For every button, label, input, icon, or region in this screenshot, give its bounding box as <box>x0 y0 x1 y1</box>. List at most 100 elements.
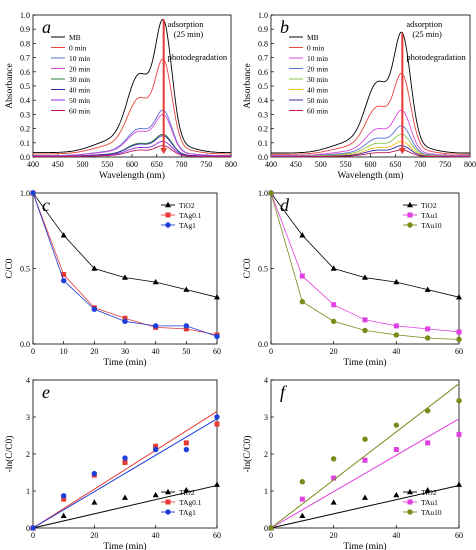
x-tick-label: 20 <box>90 347 98 356</box>
data-point <box>425 440 431 446</box>
legend-marker <box>165 212 171 218</box>
data-point <box>393 323 399 329</box>
data-point <box>214 293 220 300</box>
y-tick-label: 0.4 <box>258 96 268 105</box>
legend-marker <box>165 488 171 495</box>
legend-label: TAu1 <box>421 498 438 507</box>
data-point <box>299 232 306 238</box>
data-point <box>91 470 98 477</box>
x-tick-label: 0 <box>269 347 273 356</box>
y-tick-label: 0 <box>26 524 30 533</box>
y-tick-label: 0.0 <box>20 340 30 349</box>
fit-line <box>270 383 460 529</box>
x-tick-label: 0 <box>269 531 273 540</box>
data-point <box>122 315 128 321</box>
data-point <box>60 277 67 284</box>
data-point <box>122 494 128 500</box>
x-tick-label: 40 <box>392 531 400 540</box>
data-point <box>152 278 159 285</box>
data-point <box>268 525 274 531</box>
data-point <box>214 333 220 340</box>
data-point <box>331 302 337 308</box>
y-tick-label: 3 <box>26 413 30 422</box>
data-point <box>424 335 431 341</box>
fit-line <box>270 418 460 529</box>
y-tick-label: 1.0 <box>258 189 268 198</box>
data-point <box>424 487 431 493</box>
y-tick-label: 0.9 <box>258 25 268 34</box>
x-axis-label: Time (min) <box>103 357 146 368</box>
legend-label: 60 min <box>69 107 90 116</box>
data-point <box>91 265 98 271</box>
y-tick-label: 1.0 <box>258 11 268 20</box>
y-tick-label: 3 <box>264 413 268 422</box>
y-axis-label: Absorbance <box>243 63 253 108</box>
data-point <box>456 293 462 300</box>
data-point <box>183 440 189 446</box>
data-point <box>214 481 220 487</box>
x-tick-label: 60 <box>455 347 463 356</box>
panel-letter: a <box>42 17 51 37</box>
y-tick-label: 0.8 <box>20 39 30 48</box>
data-point <box>122 460 128 466</box>
legend-label: 40 min <box>69 86 90 95</box>
legend-label: TAu1 <box>421 211 438 220</box>
legend-label: TAu10 <box>421 221 442 230</box>
legend-label: 10 min <box>69 54 90 63</box>
data-point <box>122 455 128 461</box>
panel-a: 400 450 500 550 600 650 700 750 800 0.0 0.1 0.2 0.3 0… <box>5 11 237 181</box>
x-tick-label: 60 <box>213 531 221 540</box>
x-axis-label: Time (min) <box>343 357 386 368</box>
data-point <box>30 525 36 531</box>
x-axis-label: Time (min) <box>343 541 386 550</box>
legend-label: MB <box>69 33 81 42</box>
x-tick-label: 40 <box>392 347 400 356</box>
y-tick-label: 0.7 <box>258 54 268 63</box>
y-tick-label: 0.9 <box>20 25 30 34</box>
spectrum-curve <box>271 109 470 156</box>
annotation-photodegradation: photodegradation <box>406 52 466 62</box>
legend-label: 40 min <box>307 86 328 95</box>
y-axis-label: C/C0 <box>5 258 15 278</box>
data-point <box>424 286 431 292</box>
legend-label: TiO2 <box>179 488 195 497</box>
x-tick-label: 50 <box>182 347 190 356</box>
x-axis-label: Wavelength (nm) <box>338 170 404 181</box>
data-point <box>91 306 98 312</box>
y-tick-label: 0.3 <box>20 110 30 119</box>
x-tick-label: 750 <box>200 160 212 169</box>
y-tick-label: 0 <box>264 524 268 533</box>
data-point <box>183 326 189 332</box>
panel-b: 400 450 500 550 600 650 700 750 800 0.0 0.1 0.2 0.3 0… <box>243 11 476 181</box>
y-tick-label: 0.0 <box>20 153 30 162</box>
legend-label: TAg1 <box>179 508 196 517</box>
y-tick-label: 1.0 <box>20 11 30 20</box>
annotation-time: (25 min) <box>174 29 204 39</box>
panel-letter: d <box>280 195 290 215</box>
data-point <box>183 487 190 493</box>
data-point <box>299 512 306 518</box>
data-point <box>362 327 368 334</box>
data-point <box>299 273 305 279</box>
legend-label: TAg0.1 <box>179 498 202 507</box>
legend-label: 30 min <box>69 75 90 84</box>
legend-marker <box>407 222 413 228</box>
legend-label: MB <box>307 33 319 42</box>
fit-line <box>32 411 218 529</box>
x-axis-label: Time (min) <box>103 541 146 550</box>
x-tick-label: 40 <box>152 347 160 356</box>
decrease-arrow-head <box>160 148 168 155</box>
data-point <box>362 494 368 500</box>
y-tick-label: 0.6 <box>258 68 268 77</box>
x-tick-label: 650 <box>151 160 163 169</box>
fit-line <box>32 484 218 529</box>
legend-marker <box>165 222 171 228</box>
x-tick-label: 500 <box>315 160 327 169</box>
panel-letter: e <box>42 382 50 402</box>
y-tick-label: 2 <box>264 450 268 459</box>
data-point <box>425 326 431 332</box>
y-tick-label: 4 <box>26 376 30 385</box>
y-tick-label: 0.2 <box>20 125 30 134</box>
y-tick-label: 0.2 <box>258 125 268 134</box>
